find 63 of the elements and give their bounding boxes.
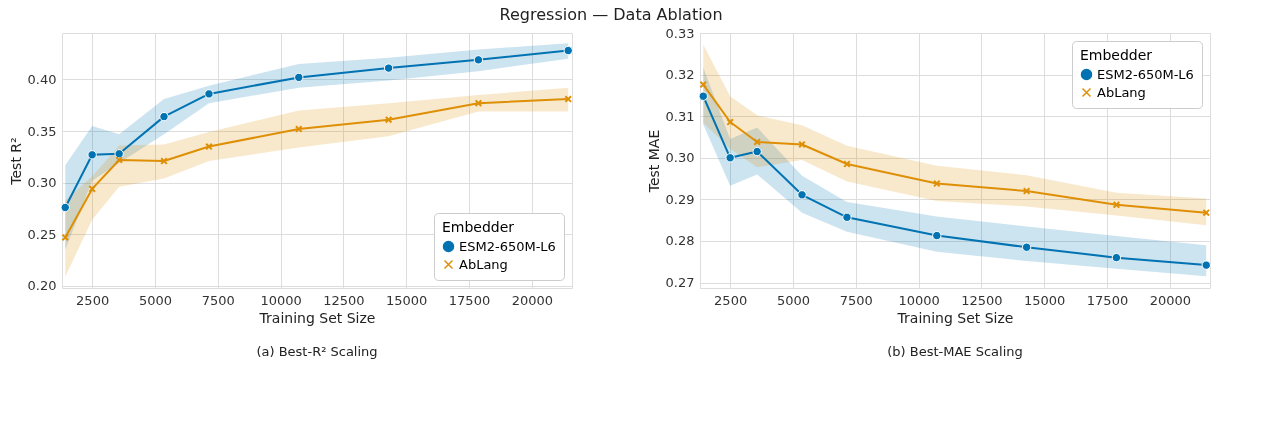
- y-tick-label: 0.30: [665, 150, 695, 166]
- x-tick-label: 15000: [1024, 292, 1066, 308]
- x-tick-label: 10000: [260, 292, 302, 308]
- y-axis-title: Test R²: [7, 137, 24, 186]
- y-tick-label: 0.35: [27, 123, 57, 139]
- point: [1111, 252, 1122, 263]
- point: [932, 230, 942, 241]
- point: [87, 150, 97, 160]
- x-tick-label: 5000: [776, 292, 810, 308]
- point: [384, 115, 393, 124]
- point: [1112, 200, 1121, 209]
- legend-label: ESM2-650M-L6: [459, 238, 556, 254]
- y-tick-label: 0.27: [665, 275, 695, 291]
- y-tick-label: 0.28: [665, 233, 695, 249]
- point: [1201, 260, 1211, 270]
- point: [752, 146, 762, 157]
- legend-label: AbLang: [1097, 84, 1146, 100]
- point: [563, 45, 573, 56]
- x-tick-label: 2500: [76, 292, 110, 308]
- text: (a) Best-R² Scaling: [256, 344, 378, 359]
- y-tick-label: 0.29: [665, 191, 695, 207]
- y-tick-label: 0.20: [27, 278, 57, 294]
- y-tick-label: 0.30: [27, 175, 57, 191]
- text: Regression — Data Ablation: [499, 4, 723, 24]
- text: (b) Best-MAE Scaling: [887, 344, 1023, 359]
- legend-title: Embedder: [442, 219, 515, 235]
- point: [204, 89, 214, 99]
- legend-title: Embedder: [1080, 47, 1153, 63]
- point: [383, 63, 394, 73]
- point: [1021, 242, 1032, 252]
- y-axis-title: Test MAE: [645, 129, 662, 194]
- point: [842, 212, 852, 222]
- x-tick-label: 17500: [1086, 292, 1129, 308]
- x-tick-label: 5000: [138, 292, 172, 308]
- y-tick-label: 0.40: [27, 71, 57, 87]
- x-tick-label: 7500: [839, 292, 873, 308]
- point: [797, 190, 807, 200]
- point: [60, 202, 70, 213]
- x-tick-label: 12500: [323, 292, 365, 308]
- x-tick-label: 17500: [448, 292, 491, 308]
- point: [159, 111, 169, 122]
- x-tick-label: 15000: [386, 292, 428, 308]
- point: [725, 153, 735, 163]
- x-tick-label: 10000: [898, 292, 940, 308]
- legend-label: ESM2-650M-L6: [1097, 66, 1194, 82]
- x-tick-label: 20000: [511, 292, 553, 308]
- point: [932, 179, 941, 188]
- x-tick-label: 20000: [1149, 292, 1191, 308]
- x-tick-label: 2500: [714, 292, 748, 308]
- y-tick-label: 0.25: [27, 226, 57, 242]
- point: [698, 91, 708, 101]
- point: [473, 55, 484, 65]
- y-tick-label: 0.33: [665, 25, 695, 41]
- legend-label: AbLang: [459, 256, 508, 272]
- y-tick-label: 0.31: [665, 108, 695, 124]
- x-axis-title: Training Set Size: [896, 309, 1014, 326]
- y-tick-label: 0.32: [665, 67, 695, 83]
- point: [114, 149, 124, 159]
- x-tick-label: 7500: [201, 292, 235, 308]
- point: [474, 99, 483, 108]
- x-tick-label: 12500: [961, 292, 1003, 308]
- point: [294, 72, 304, 83]
- x-axis-title: Training Set Size: [258, 309, 376, 326]
